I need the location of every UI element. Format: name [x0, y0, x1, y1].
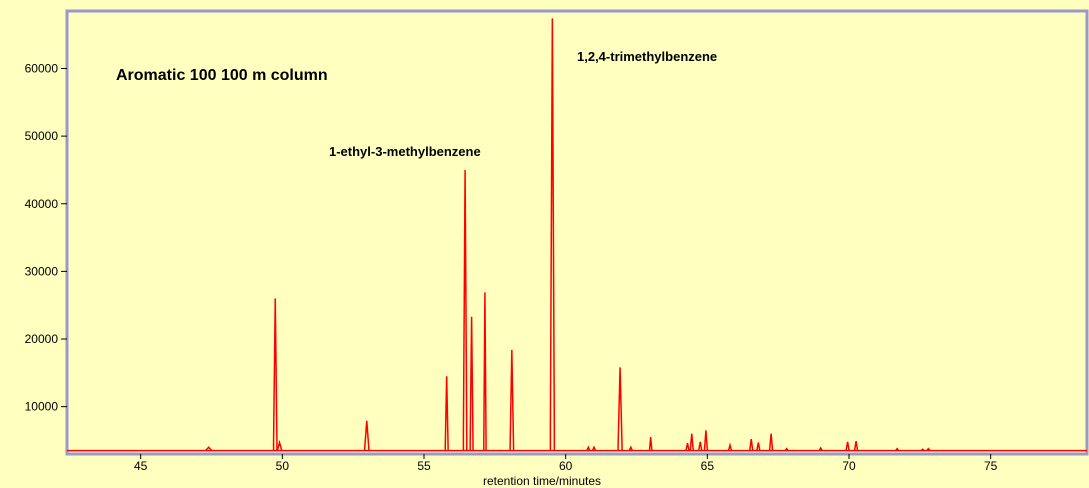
y-axis: 10000 20000 30000 40000 50000 60000 [25, 61, 67, 414]
peak-6 [469, 316, 474, 451]
peak-2 [276, 439, 283, 451]
peak-1 [272, 298, 278, 451]
peak-14 [648, 437, 653, 451]
peak-7 [483, 292, 487, 451]
annotation-1-2-4-trimethylbenzene: 1,2,4-trimethylbenzene [577, 49, 717, 64]
peak-4 [444, 376, 449, 451]
x-tick-label: 60 [559, 459, 573, 473]
peak-0 [205, 446, 213, 451]
x-tick-label: 55 [417, 459, 431, 473]
peak-9 [549, 18, 556, 451]
annotation-1-ethyl-3-methylbenzene: 1-ethyl-3-methylbenzene [329, 144, 481, 159]
peak-20 [749, 439, 754, 451]
x-axis: 45 50 55 60 65 70 75 [134, 454, 998, 473]
peak-13 [628, 445, 633, 451]
peak-21 [756, 442, 761, 451]
peak-10 [586, 445, 591, 451]
y-tick-label: 10000 [25, 400, 59, 414]
peak-24 [818, 446, 823, 451]
x-tick-label: 50 [276, 459, 290, 473]
peak-28 [920, 448, 925, 452]
peak-8 [509, 349, 515, 451]
peak-25 [845, 441, 850, 451]
peak-5 [462, 169, 468, 451]
y-tick-label: 40000 [25, 197, 59, 211]
x-tick-label: 45 [134, 459, 148, 473]
peak-3 [363, 420, 370, 451]
y-tick-label: 20000 [25, 332, 59, 346]
peak-11 [591, 445, 597, 451]
plot-area [65, 9, 1089, 456]
peak-17 [698, 441, 703, 451]
x-tick-label: 70 [842, 459, 856, 473]
y-tick-label: 50000 [25, 129, 59, 143]
peak-22 [768, 433, 774, 451]
peaks-group [205, 18, 931, 452]
peak-15 [685, 443, 690, 451]
peak-26 [853, 441, 859, 451]
peak-16 [689, 433, 694, 451]
x-axis-title: retention time/minutes [483, 474, 601, 488]
x-tick-label: 65 [701, 459, 715, 473]
peak-18 [703, 430, 709, 451]
peak-12 [617, 367, 623, 451]
chart-title: Aromatic 100 100 m column [116, 67, 328, 84]
peak-19 [727, 442, 733, 451]
peak-29 [926, 447, 931, 451]
y-tick-label: 30000 [25, 264, 59, 278]
x-tick-label: 75 [984, 459, 998, 473]
y-tick-label: 60000 [25, 61, 59, 75]
peak-23 [784, 447, 789, 451]
peak-27 [895, 447, 900, 451]
